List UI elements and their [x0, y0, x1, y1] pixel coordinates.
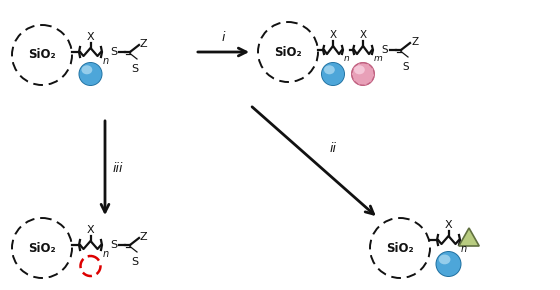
Ellipse shape [436, 252, 460, 276]
Ellipse shape [321, 62, 345, 86]
Text: S: S [132, 257, 138, 267]
Text: S: S [132, 64, 138, 74]
Text: S: S [381, 45, 388, 55]
Ellipse shape [80, 63, 101, 85]
Polygon shape [459, 228, 479, 246]
Text: S: S [110, 47, 117, 57]
Text: SiO₂: SiO₂ [28, 242, 56, 255]
Text: X: X [87, 32, 94, 42]
Ellipse shape [78, 62, 102, 86]
Text: Z: Z [411, 37, 418, 47]
Text: Z: Z [140, 39, 148, 49]
Text: n: n [103, 249, 109, 259]
Ellipse shape [351, 62, 375, 86]
Ellipse shape [322, 63, 344, 85]
Text: n: n [461, 244, 467, 254]
Text: X: X [445, 220, 452, 230]
Text: SiO₂: SiO₂ [274, 46, 302, 59]
Text: n: n [344, 54, 350, 63]
Text: iii: iii [113, 162, 124, 175]
Text: X: X [329, 30, 337, 40]
Text: X: X [87, 225, 94, 235]
Text: S: S [403, 62, 409, 72]
Text: S: S [110, 240, 117, 250]
Ellipse shape [354, 65, 365, 74]
Ellipse shape [352, 63, 374, 85]
Ellipse shape [82, 65, 92, 74]
Ellipse shape [324, 65, 335, 74]
Text: m: m [374, 54, 382, 63]
Ellipse shape [436, 251, 461, 277]
Ellipse shape [438, 255, 450, 264]
Text: ii: ii [330, 142, 337, 155]
Text: SiO₂: SiO₂ [386, 242, 414, 255]
Text: Z: Z [140, 232, 148, 242]
Text: n: n [103, 56, 109, 66]
Text: SiO₂: SiO₂ [28, 48, 56, 61]
Text: i: i [222, 31, 225, 44]
Text: X: X [360, 30, 367, 40]
